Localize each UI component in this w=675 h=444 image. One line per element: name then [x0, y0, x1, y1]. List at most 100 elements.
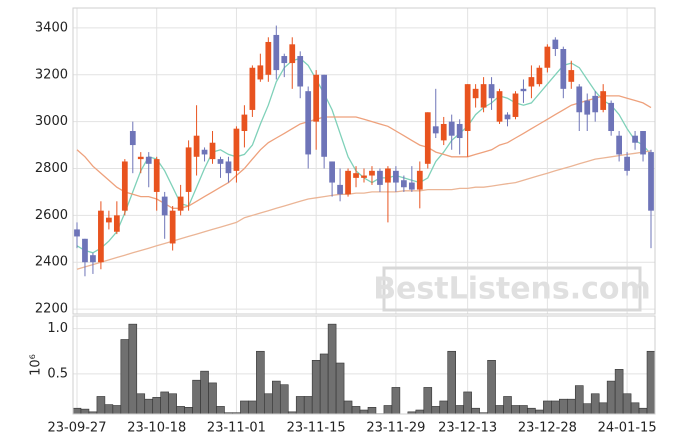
volume-bar: [527, 407, 536, 415]
candle-body: [297, 56, 304, 87]
volume-bar: [359, 409, 369, 415]
candle-body: [145, 156, 152, 164]
candle-body: [584, 100, 591, 115]
volume-bar: [136, 393, 146, 415]
candle-body: [456, 123, 463, 139]
volume-bar: [168, 393, 177, 415]
candle-body: [377, 170, 383, 185]
y-tick-label: 2800: [35, 161, 68, 176]
volume-bar: [614, 369, 624, 415]
volume-bar: [535, 409, 544, 415]
candle-body: [560, 49, 567, 89]
volume-bar: [311, 359, 321, 415]
volume-bar: [303, 396, 313, 415]
candle-body: [432, 126, 439, 134]
volume-bar: [128, 323, 138, 415]
volume-bar: [511, 405, 520, 415]
volume-bar: [495, 405, 504, 415]
candle-body: [528, 77, 535, 87]
volume-bar: [343, 400, 353, 415]
candle-body: [393, 170, 399, 183]
x-tick-label: 23-10-18: [127, 421, 186, 436]
volume-bar: [272, 380, 281, 415]
candle-body: [568, 70, 575, 82]
volume-bar: [295, 396, 305, 415]
volume-bar: [216, 406, 225, 415]
volume-bar: [248, 400, 257, 415]
y-tick-label: 2600: [35, 208, 68, 223]
candle-body: [632, 135, 638, 143]
volume-bar: [144, 398, 154, 415]
candle-body: [416, 170, 423, 190]
volume-bar: [567, 398, 576, 415]
volume-bar: [335, 362, 345, 415]
watermark: BestListens.com: [373, 272, 651, 307]
candle-body: [98, 210, 104, 263]
volume-bar: [519, 405, 528, 415]
volume-panel-frame: [72, 315, 656, 415]
volume-bar: [72, 407, 82, 415]
volume-bar: [463, 391, 472, 415]
volume-bar: [598, 402, 608, 415]
candle-body: [536, 67, 543, 85]
candle-body: [289, 44, 296, 64]
candle-body: [408, 182, 415, 190]
y-tick-label: 3200: [35, 67, 68, 82]
candle-body: [440, 123, 447, 141]
candle-body: [90, 255, 96, 263]
candle-body: [337, 184, 343, 195]
volume-bar: [582, 403, 592, 415]
volume-bar: [423, 387, 433, 415]
candle-body: [608, 102, 615, 132]
candle-body: [233, 128, 240, 171]
candle-body: [153, 159, 160, 192]
volume-bar: [455, 405, 464, 415]
volume-bar: [606, 380, 616, 415]
candle-body: [321, 74, 328, 157]
candle-body: [488, 84, 495, 99]
volume-bar: [351, 406, 361, 415]
candle-body: [177, 196, 184, 211]
candle-body: [74, 229, 80, 237]
volume-bar: [487, 359, 496, 415]
x-tick-label: 23-12-28: [518, 421, 577, 436]
candle-body: [552, 39, 559, 50]
volume-bar: [256, 350, 265, 415]
candle-body: [504, 114, 511, 120]
x-tick-label: 23-12-13: [438, 421, 497, 436]
candle-body: [209, 142, 216, 160]
volume-bar: [104, 404, 114, 415]
volume-bar: [543, 400, 552, 415]
volume-bar: [622, 393, 632, 415]
candle-body: [648, 152, 654, 211]
volume-bar: [383, 405, 393, 415]
candle-body: [520, 88, 527, 92]
volume-bar: [200, 370, 209, 415]
candle-body: [129, 131, 136, 146]
candle-body: [576, 86, 583, 113]
candle-body: [169, 210, 176, 244]
candle-body: [616, 135, 622, 155]
candle-body: [185, 147, 192, 192]
candle-body: [369, 170, 375, 176]
candle-body: [345, 170, 351, 195]
x-tick-label: 23-09-27: [47, 421, 106, 436]
candle-body: [353, 173, 359, 178]
candle-body: [400, 180, 407, 188]
volume-bar: [391, 387, 401, 415]
volume-bar: [160, 391, 169, 415]
volume-bar: [327, 323, 337, 415]
volume-bar: [590, 393, 600, 415]
volume-bar: [415, 409, 425, 415]
volume-bar: [176, 406, 185, 415]
candle-body: [600, 91, 607, 110]
candle-body: [313, 74, 320, 122]
volume-bar: [240, 400, 249, 415]
candle-body: [241, 114, 248, 132]
candle-body: [624, 156, 630, 171]
candle-body: [640, 131, 646, 155]
volume-bar: [279, 384, 289, 415]
volume-bar: [503, 396, 512, 415]
x-tick-label: 24-01-15: [598, 421, 657, 436]
